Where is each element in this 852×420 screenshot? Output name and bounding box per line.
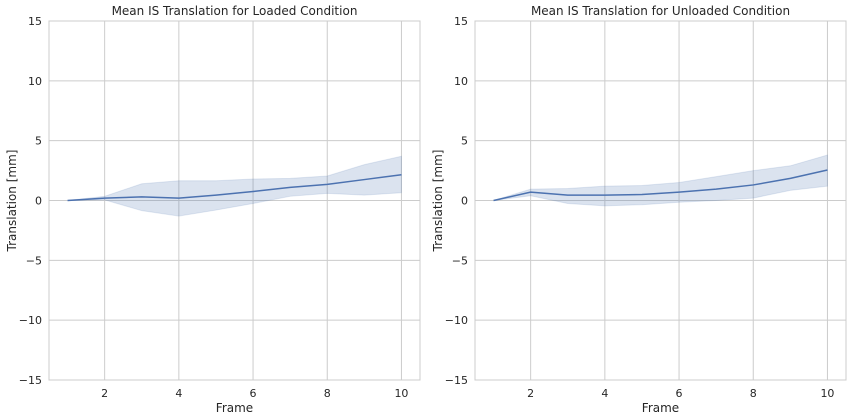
panel-2-x-axis-label: Frame [642,401,679,415]
panel-1-y-tick-label: 10 [28,75,42,88]
panel-1-x-tick-label: 4 [175,387,182,400]
panel-2-x-tick-label: 4 [601,387,608,400]
panel-2-axes-frame [474,20,847,381]
panel-2-chart-title: Mean IS Translation for Unloaded Conditi… [531,4,790,18]
panel-2-x-tick-label: 6 [676,387,683,400]
panel-2-y-tick-label: −5 [452,254,468,267]
panel-1-y-tick-label: −10 [19,314,42,327]
panel-1-x-tick-label: 6 [250,387,257,400]
panel-2: −15 −10 −5 0 5 10 15 2 4 6 8 10 Frame Translation [mm… [431,4,847,415]
panel-1-x-tick-label: 10 [394,387,408,400]
panel-1-y-tick-label: −15 [19,374,42,387]
panel-1-axes-frame [48,20,421,381]
panel-2-y-tick-label: −15 [445,374,468,387]
panel-1: −15 −10 −5 0 5 10 15 2 4 6 8 10 Frame Translation [mm… [5,4,421,415]
panel-2-x-tick-label: 8 [750,387,757,400]
panel-2-y-axis-label: Translation [mm] [431,150,445,253]
panel-2-y-tick-label: 10 [454,75,468,88]
panel-1-mean-line [67,174,402,202]
panel-1-y-tick-label: −5 [26,254,42,267]
panel-1-y-axis-label: Translation [mm] [5,150,19,253]
panel-1-y-tick-label: 15 [28,15,42,28]
panel-2-y-tick-label: 5 [461,135,468,148]
panel-2-y-tick-label: 15 [454,15,468,28]
panel-2-y-tick-label: 0 [461,195,468,208]
panel-2-x-tick-label: 10 [820,387,834,400]
panel-2-mean-line [493,169,828,202]
panel-1-chart-title: Mean IS Translation for Loaded Condition [112,4,358,18]
panel-1-x-tick-label: 8 [324,387,331,400]
panel-1-x-tick-label: 2 [101,387,108,400]
panel-1-y-tick-label: 0 [35,195,42,208]
panel-2-x-tick-label: 2 [527,387,534,400]
panel-1-x-axis-label: Frame [216,401,253,415]
panel-1-confidence-band [67,155,402,217]
panel-1-y-tick-label: 5 [35,135,42,148]
panel-2-y-tick-label: −10 [445,314,468,327]
